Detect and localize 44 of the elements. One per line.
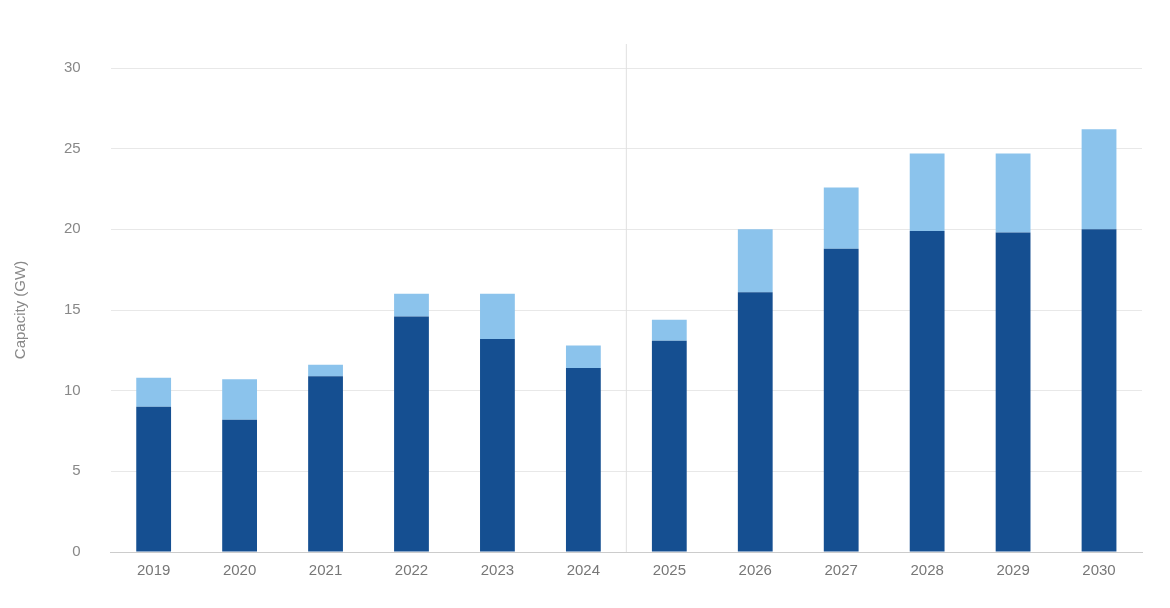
x-tick-label: 2020: [222, 561, 257, 579]
bar: [480, 339, 515, 552]
bar: [909, 230, 945, 552]
bar: [565, 345, 601, 369]
x-tick-label: 2027: [824, 561, 858, 579]
bar: [995, 232, 1031, 552]
x-tick-label: 2030: [1082, 561, 1116, 579]
bar: [565, 368, 601, 552]
x-tick-label: 2028: [910, 561, 944, 579]
x-tick-label: 2021: [308, 561, 343, 579]
x-tick-label: 2019: [136, 561, 171, 579]
bar: [136, 377, 172, 407]
bar: [136, 406, 172, 552]
bar: [651, 319, 687, 341]
x-tick-label: 2024: [566, 561, 601, 579]
y-tick-label: 10: [64, 380, 81, 398]
bar: [651, 340, 687, 552]
y-tick-label: 5: [72, 461, 81, 479]
bar: [737, 292, 773, 552]
x-tick-label: 2029: [996, 561, 1030, 579]
y-tick-label: 30: [64, 58, 81, 76]
x-tick-label: 2026: [738, 561, 772, 579]
bar: [480, 293, 515, 340]
bar: [995, 153, 1031, 233]
x-tick-label: 2022: [394, 561, 429, 579]
y-tick-label: 0: [72, 542, 81, 560]
bar: [222, 419, 257, 552]
x-tick-label: 2023: [480, 561, 515, 579]
x-tick-label: 2025: [652, 561, 686, 579]
bar: [823, 248, 859, 552]
bar: [823, 187, 859, 249]
bar: [394, 316, 429, 552]
bar: [308, 364, 343, 377]
bar: [737, 229, 773, 293]
bar: [909, 153, 945, 231]
bar: [1081, 129, 1117, 230]
bar: [394, 293, 429, 317]
y-tick-label: 25: [64, 138, 81, 156]
bar: [222, 379, 257, 420]
bar: [308, 376, 343, 552]
y-tick-label: 20: [64, 219, 81, 237]
y-axis-title: Capacity (GW): [11, 260, 29, 360]
y-tick-label: 15: [64, 300, 81, 318]
bar: [1081, 229, 1117, 552]
